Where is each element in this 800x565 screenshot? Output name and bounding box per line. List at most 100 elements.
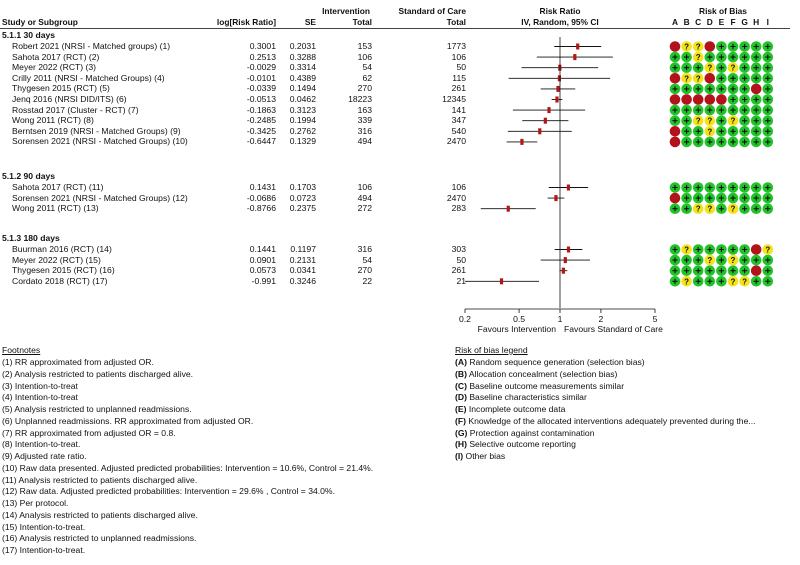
rob-plus-icon: [718, 278, 724, 284]
rob-plus-icon: [672, 86, 678, 92]
study-log-rr: 0.2513: [249, 51, 276, 62]
rob-plus-icon: [718, 65, 724, 71]
rob-plus-icon: [742, 139, 748, 145]
rob-column-letter: C: [695, 17, 702, 27]
study-log-rr: 0.0573: [249, 265, 276, 276]
study-name: Thygesen 2015 (RCT) (16): [12, 265, 115, 276]
rob-plus-icon: [753, 184, 759, 191]
rob-legend-text: Knowledge of the allocated interventions…: [465, 415, 756, 426]
rob-plus-icon: [742, 43, 748, 50]
study-log-rr: -0.3425: [246, 125, 276, 136]
rob-plus-icon: [765, 257, 771, 263]
footnote: (1) RR approximated from adjusted OR.: [2, 357, 154, 367]
study-name: Thygesen 2015 (RCT) (5): [12, 83, 110, 94]
subgroup-title: 5.1.3 180 days: [2, 233, 60, 243]
study-se: 0.3246: [289, 275, 316, 286]
rob-plus-icon: [672, 206, 678, 212]
rob-plus-icon: [684, 257, 690, 263]
study-se: 0.1329: [289, 136, 316, 147]
rob-question-icon: ?: [731, 64, 736, 73]
rob-circle: [750, 265, 762, 277]
rob-legend-text: Baseline characteristics similar: [466, 392, 587, 403]
study-intervention-total: 18223: [348, 94, 372, 104]
rob-plus-icon: [753, 43, 759, 50]
rob-question-icon: ?: [684, 246, 689, 255]
rob-plus-icon: [753, 206, 759, 212]
rob-legend-text: Baseline outcome measurements similar: [466, 380, 625, 391]
study-intervention-total: 270: [357, 265, 372, 276]
rob-plus-icon: [753, 257, 759, 263]
rob-plus-icon: [672, 268, 678, 274]
rob-circle: [669, 94, 681, 105]
rob-plus-icon: [707, 278, 713, 284]
rob-circle: [704, 203, 716, 214]
study-name: Buurman 2016 (RCT) (14): [12, 244, 112, 254]
rob-legend-key: (I): [455, 451, 464, 461]
rob-plus-icon: [765, 96, 771, 103]
rob-plus-icon: [695, 246, 701, 253]
x-tick-label: 1: [558, 314, 563, 324]
rob-plus-icon: [730, 128, 736, 134]
rob-plus-icon: [765, 195, 771, 201]
rob-plus-icon: [718, 206, 724, 212]
rob-plus-icon: [765, 107, 771, 113]
point-estimate: [538, 128, 542, 135]
study-intervention-total: 494: [357, 192, 372, 203]
footnote: (6) Unplanned readmissions. RR approxima…: [2, 415, 254, 426]
rob-legend-item: (E) Incomplete outcome data: [455, 404, 565, 415]
study-name: Berntsen 2019 (NRSI - Matched Groups) (9…: [12, 125, 181, 136]
point-estimate: [563, 257, 567, 264]
x-tick-label: 0.2: [459, 314, 471, 324]
rob-plus-icon: [672, 118, 678, 124]
rob-circle: [727, 115, 739, 126]
rob-circle: [681, 276, 692, 287]
study-se: 0.3314: [289, 62, 316, 73]
rob-question-icon: ?: [707, 256, 712, 265]
point-estimate: [555, 96, 559, 103]
study-soc-total: 2470: [446, 192, 466, 203]
study-se: 0.2762: [289, 125, 316, 136]
rob-legend-key: (A): [455, 357, 467, 367]
study-intervention-total: 22: [362, 275, 372, 286]
rob-legend-text: Selective outcome reporting: [466, 439, 576, 450]
rob-circle: [692, 41, 704, 52]
header-soc-total: Total: [446, 17, 466, 27]
rob-circle: [704, 94, 716, 105]
rob-circle: [692, 115, 704, 126]
rob-column-letter: H: [753, 17, 760, 27]
rob-plus-icon: [684, 118, 690, 124]
point-estimate: [573, 54, 577, 61]
rob-plus-icon: [718, 246, 724, 253]
rob-plus-icon: [695, 128, 701, 134]
rob-plus-icon: [718, 128, 724, 134]
rob-question-icon: ?: [731, 256, 736, 265]
footnotes-title: Footnotes: [2, 345, 41, 355]
footnote: (2) Analysis restricted to patients disc…: [2, 368, 194, 379]
header-standard-of-care: Standard of Care: [398, 6, 466, 16]
rob-plus-icon: [695, 268, 701, 274]
rob-plus-icon: [684, 195, 690, 201]
rob-plus-icon: [765, 54, 771, 60]
rob-plus-icon: [707, 184, 713, 191]
rob-plus-icon: [765, 86, 771, 92]
rob-legend-text: Allocation concealment (selection bias): [466, 368, 618, 379]
rob-circle: [716, 94, 727, 105]
rob-circle: [669, 126, 681, 137]
rob-plus-icon: [695, 86, 701, 92]
rob-question-icon: ?: [707, 64, 712, 73]
rob-plus-icon: [753, 107, 759, 113]
footnote: (15) Intention-to-treat.: [2, 521, 86, 532]
study-soc-total: 115: [452, 72, 466, 83]
rob-circle: [750, 244, 762, 255]
rob-plus-icon: [753, 75, 759, 81]
rob-plus-icon: [718, 54, 724, 60]
rob-plus-icon: [753, 65, 759, 71]
rob-plus-icon: [707, 86, 713, 92]
rob-plus-icon: [742, 184, 748, 191]
rob-legend-item: (B) Allocation concealment (selection bi…: [455, 369, 617, 380]
study-soc-total: 261: [451, 83, 466, 94]
rob-question-icon: ?: [765, 246, 770, 255]
rob-question-icon: ?: [742, 277, 747, 286]
study-name: Crilly 2011 (NRSI - Matched Groups) (4): [12, 72, 165, 83]
rob-question-icon: ?: [696, 117, 701, 126]
